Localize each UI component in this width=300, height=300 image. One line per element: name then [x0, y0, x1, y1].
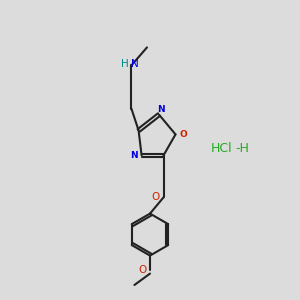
- Text: O: O: [179, 130, 187, 139]
- Text: HCl: HCl: [210, 142, 232, 155]
- Text: H: H: [121, 59, 129, 69]
- Text: -H: -H: [235, 142, 249, 155]
- Text: O: O: [138, 265, 146, 275]
- Text: N: N: [130, 59, 138, 69]
- Text: N: N: [130, 152, 138, 160]
- Text: O: O: [152, 192, 160, 203]
- Text: N: N: [157, 105, 164, 114]
